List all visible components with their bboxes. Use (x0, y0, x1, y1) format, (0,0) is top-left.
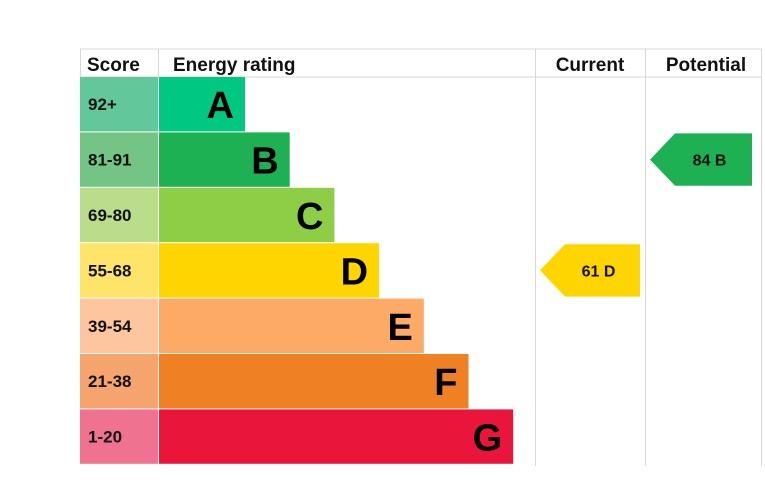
score-label-g: 1-20 (88, 428, 122, 447)
score-cell-d (80, 243, 158, 298)
potential-rating-marker: 84 B (650, 133, 752, 186)
current-rating-marker: 61 D (540, 244, 640, 297)
band-letter-a: A (207, 85, 234, 127)
band-bar-b (159, 132, 290, 187)
band-letter-b: B (251, 141, 278, 183)
band-bar-e (159, 298, 424, 353)
band-bar-g (159, 409, 514, 464)
score-cell-e (80, 298, 158, 353)
score-cell-g (80, 409, 158, 464)
score-label-b: 81-91 (88, 151, 131, 170)
band-letter-f: F (434, 362, 457, 404)
band-bar-d (159, 243, 380, 298)
current-rating-label: 61 D (582, 263, 616, 280)
score-label-e: 39-54 (88, 317, 132, 336)
current-rating-arrow (540, 244, 640, 297)
band-bar-a (159, 77, 245, 132)
band-bar-f (159, 354, 469, 409)
score-cell-f (80, 354, 158, 409)
score-label-c: 69-80 (88, 206, 131, 225)
score-label-f: 21-38 (88, 372, 131, 391)
header-potential: Potential (666, 55, 746, 76)
score-cell-c (80, 187, 158, 243)
band-letter-e: E (387, 307, 412, 349)
band-bar-c (159, 187, 335, 243)
score-cell-a (80, 77, 158, 132)
score-label-d: 55-68 (88, 261, 131, 280)
header-current: Current (556, 55, 625, 76)
score-cell-b (80, 132, 158, 187)
rating-bands: 92+ A 81-91 B 69-80 C 55-68 D 39-54 E 21-38 F 1-20 G (80, 77, 514, 464)
band-letter-d: D (341, 251, 368, 293)
header-score: Score (87, 55, 140, 76)
score-label-a: 92+ (88, 95, 117, 114)
potential-rating-arrow (650, 133, 752, 186)
band-letter-c: C (296, 196, 323, 238)
potential-rating-label: 84 B (693, 153, 727, 170)
header-energy-rating: Energy rating (173, 55, 295, 76)
band-letter-g: G (473, 418, 503, 460)
